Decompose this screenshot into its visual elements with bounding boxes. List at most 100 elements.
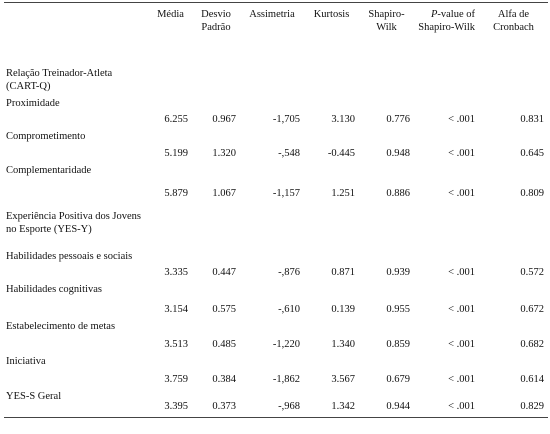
empty-cell (149, 61, 192, 97)
cell-value: 0.967 (212, 113, 236, 125)
row-label: Habilidades pessoais e sociais (6, 250, 133, 262)
cell-value: 0.955 (386, 303, 410, 315)
cell-value: -1,157 (272, 187, 300, 199)
cell-value: 0.614 (520, 373, 544, 385)
cell-value: -1,705 (272, 113, 300, 125)
empty-cell (240, 61, 304, 97)
cell-value: 5.199 (164, 147, 188, 159)
cell-value: 0.575 (212, 303, 236, 315)
column-header: Desvio Padrão (201, 9, 231, 33)
empty-cell (149, 204, 192, 250)
empty-cell (479, 61, 548, 97)
empty-cell (304, 61, 359, 97)
header-italic: P (430, 9, 438, 20)
cell-value: 0.672 (520, 303, 544, 315)
cell-value: < .001 (448, 401, 475, 412)
cell-value: < .001 (448, 147, 475, 159)
row-label: YES-S Geral (6, 390, 62, 402)
header-text: -value of Shapiro-Wilk (418, 9, 475, 33)
cell-value: 0.939 (386, 266, 410, 278)
column-header: Kurtosis (313, 9, 350, 20)
blank-header (4, 3, 149, 61)
cell-value: < .001 (448, 266, 475, 278)
section-row: Relação Treinador-Atleta (CART-Q) (4, 61, 548, 97)
data-row: Estabelecimento de metas 3.513 0.485 -1,220… (4, 320, 548, 355)
cell-value: 6.255 (164, 113, 188, 125)
cell-value: -1,862 (272, 373, 300, 385)
cell-value: 0.776 (386, 113, 410, 125)
cell-value: 0.682 (520, 338, 544, 350)
data-row: Habilidades pessoais e sociais 3.335 0.447… (4, 250, 548, 283)
cell-value: 1.067 (212, 187, 236, 199)
data-row: Iniciativa 3.759 0.384 -1,862 3.567 0.679 < .0… (4, 355, 548, 390)
data-row: Complementaridade 5.879 1.067 -1,157 1.251 0.… (4, 164, 548, 204)
row-label: Iniciativa (6, 355, 46, 367)
cell-value: 3.759 (164, 373, 188, 385)
row-label: Estabelecimento de metas (6, 320, 116, 332)
cell-value: -,548 (278, 147, 300, 159)
cell-value: -,610 (278, 303, 300, 315)
row-label: Habilidades cognitivas (6, 283, 102, 295)
empty-cell (479, 204, 548, 250)
cell-value: 0.948 (386, 147, 410, 159)
cell-value: 0.871 (331, 266, 355, 278)
data-row: Habilidades cognitivas 3.154 0.575 -,610 0.1… (4, 283, 548, 320)
empty-cell (359, 61, 414, 97)
cell-value: 3.154 (164, 303, 188, 315)
row-label: Proximidade (6, 97, 60, 109)
empty-cell (192, 204, 240, 250)
cell-value: 1.320 (212, 147, 236, 159)
cell-value: 0.139 (331, 303, 355, 315)
cell-value: 1.251 (331, 187, 355, 199)
cell-value: 0.572 (520, 266, 544, 278)
empty-cell (192, 61, 240, 97)
cell-value: 0.859 (386, 338, 410, 350)
header-row: Média Desvio Padrão Assimetria Kurtosis Shap… (4, 3, 548, 61)
cell-value: < .001 (448, 373, 475, 385)
cell-value: 0.809 (520, 187, 544, 199)
cell-value: 0.485 (212, 338, 236, 350)
cell-value: 5.879 (164, 187, 188, 199)
cell-value: 0.447 (212, 266, 236, 278)
cell-value: 0.886 (386, 187, 410, 199)
column-header: Alfa de Cronbach (493, 9, 534, 33)
cell-value: 1.340 (331, 338, 355, 350)
cell-value: 3.567 (331, 373, 355, 385)
cell-value: 0.373 (212, 401, 236, 412)
data-row: YES-S Geral 3.395 0.373 -,968 1.342 0.944 < .0… (4, 390, 548, 418)
cell-value: 0.829 (520, 401, 544, 412)
cell-value: -,876 (278, 266, 300, 278)
cell-value: < .001 (448, 338, 475, 350)
cell-value: -1,220 (272, 338, 300, 350)
empty-cell (414, 61, 479, 97)
cell-value: 1.342 (331, 401, 355, 412)
section-row: Experiência Positiva dos Jovens no Espor… (4, 204, 548, 250)
column-header: Média (157, 9, 184, 20)
section-label: Relação Treinador-Atleta (CART-Q) (6, 67, 113, 92)
column-header: P-value of Shapiro-Wilk (414, 3, 479, 61)
data-row: Proximidade 6.255 0.967 -1,705 3.130 0.776 < .… (4, 97, 548, 130)
data-row: Comprometimento 5.199 1.320 -,548 -0.445 0.94… (4, 130, 548, 164)
empty-cell (414, 204, 479, 250)
cell-value: 3.335 (164, 266, 188, 278)
stats-table: Média Desvio Padrão Assimetria Kurtosis Shap… (4, 2, 548, 418)
cell-value: < .001 (448, 113, 475, 125)
cell-value: < .001 (448, 303, 475, 315)
cell-value: 0.645 (520, 147, 544, 159)
section-label: Experiência Positiva dos Jovens no Espor… (6, 210, 142, 235)
cell-value: < .001 (448, 187, 475, 199)
cell-value: 3.395 (164, 401, 188, 412)
cell-value: 3.130 (331, 113, 355, 125)
empty-cell (304, 204, 359, 250)
empty-cell (240, 204, 304, 250)
row-label: Comprometimento (6, 130, 86, 142)
cell-value: -,968 (278, 401, 300, 412)
cell-value: 3.513 (164, 338, 188, 350)
cell-value: 0.831 (520, 113, 544, 125)
cell-value: 0.679 (386, 373, 410, 385)
empty-cell (359, 204, 414, 250)
row-label: Complementaridade (6, 164, 92, 176)
column-header: Assimetria (249, 9, 295, 20)
cell-value: 0.384 (212, 373, 236, 385)
